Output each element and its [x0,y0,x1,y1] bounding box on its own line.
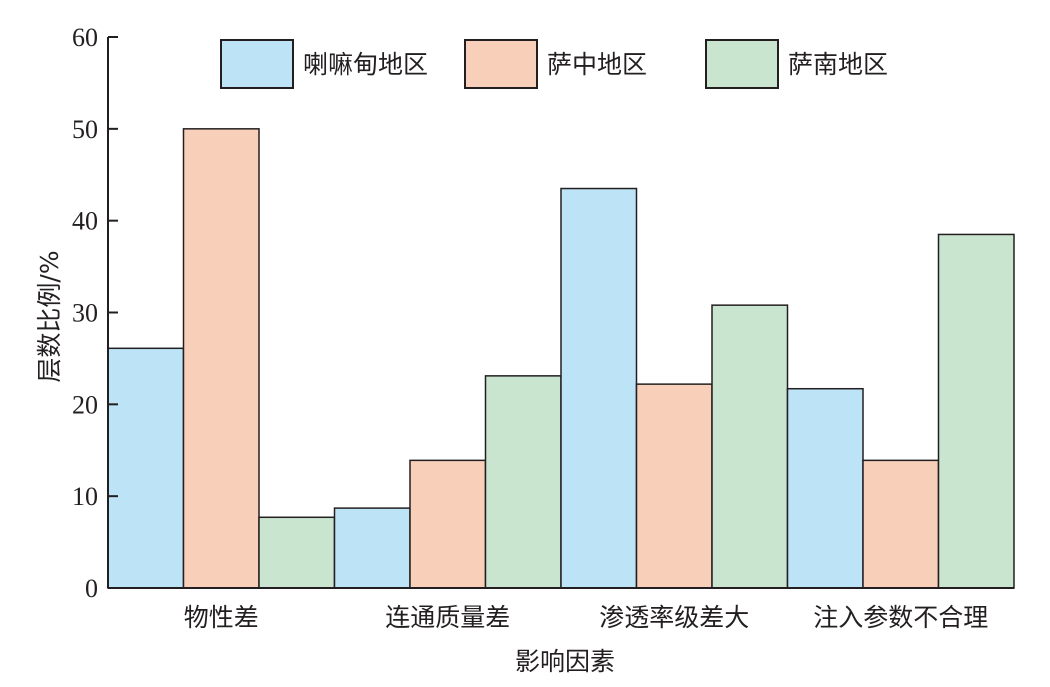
bar-2-3 [635,383,713,589]
bar-3-1 [258,516,336,589]
y-tick-label: 50 [72,115,98,144]
bar-1-1 [107,347,185,589]
bar-3-3 [711,304,789,589]
y-tick-label: 20 [72,390,98,419]
legend-swatch [220,39,294,89]
bar-2-4 [862,459,940,589]
y-tick-label: 30 [72,299,98,328]
y-tick-label: 0 [85,574,98,603]
legend-label: 萨南地区 [788,50,888,79]
x-category-label: 物性差 [184,603,259,632]
x-category-label: 渗透率级差大 [599,603,749,632]
bars-layer [107,128,1015,589]
x-category-label: 连通质量差 [385,603,510,632]
legend-swatch [464,39,538,89]
legend-label: 喇嘛甸地区 [303,50,428,79]
bar-3-2 [484,375,562,589]
y-tick-label: 40 [72,207,98,236]
bar-1-4 [786,387,864,589]
x-axis-title: 影响因素 [515,647,615,676]
bar-1-3 [560,187,638,589]
y-tick-label: 10 [72,482,98,511]
bar-1-2 [333,507,411,589]
legend: 喇嘛甸地区 萨中地区 萨南地区 [220,39,888,89]
x-category-label: 注入参数不合理 [813,603,988,632]
bar-2-1 [182,128,260,589]
legend-label: 萨中地区 [547,50,647,79]
y-axis-title: 层数比例/% [35,250,64,382]
legend-swatch [705,39,779,89]
bar-2-2 [409,459,487,589]
y-ticks: 0 10 20 30 40 50 60 [72,23,118,603]
y-tick-label: 60 [72,23,98,52]
x-category-labels: 物性差 连通质量差 渗透率级差大 注入参数不合理 [184,603,989,632]
bar-3-4 [937,233,1015,589]
